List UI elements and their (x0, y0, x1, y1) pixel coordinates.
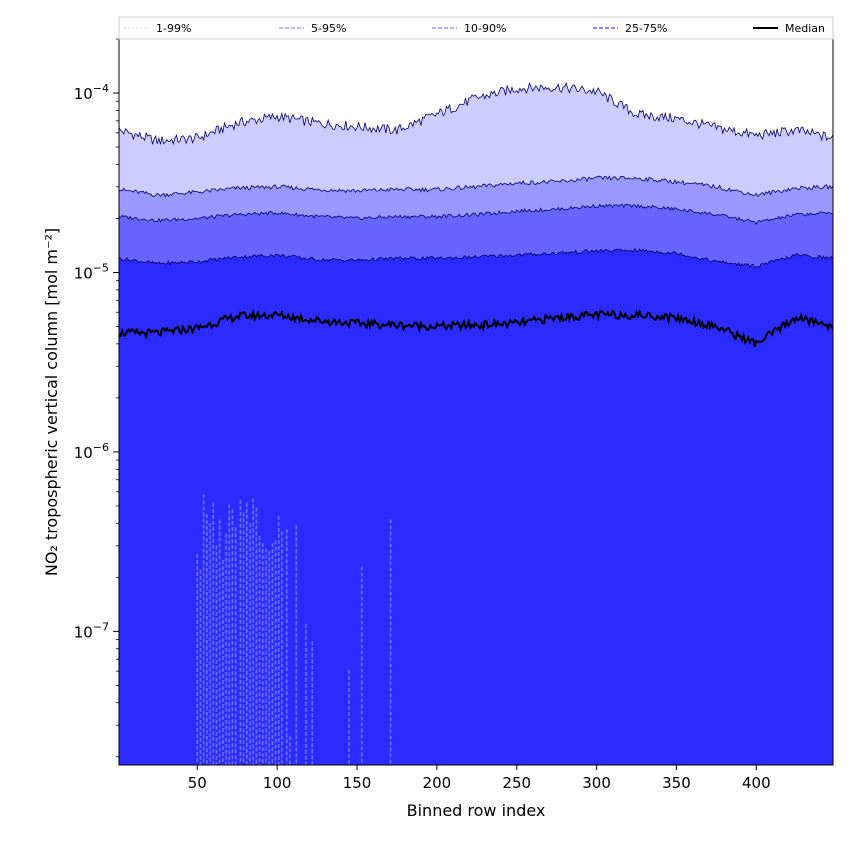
lower-spikes (196, 494, 392, 765)
y-axis-label: NO₂ tropospheric vertical column [mol m⁻… (42, 228, 61, 576)
y-tick-label: 10−6 (74, 441, 109, 462)
x-tick-label: 200 (423, 774, 452, 792)
legend-item-10-90%: 10-90% (432, 22, 506, 35)
x-tick-label: 250 (502, 774, 531, 792)
legend-label: 10-90% (464, 22, 506, 35)
legend-box (118, 16, 834, 40)
y-axis: 10−7 10−6 10−5 10−4 (74, 38, 119, 758)
band-fill-25-75% (119, 248, 833, 765)
x-tick-label: 400 (742, 774, 771, 792)
legend-item-5-95%: 5-95% (279, 22, 346, 35)
band-fills (119, 83, 833, 765)
legend-item-25-75%: 25-75% (593, 22, 667, 35)
band-line-5-95% (119, 175, 833, 198)
y-tick-label: 10−5 (74, 261, 109, 282)
x-tick-label: 50 (188, 774, 207, 792)
legend-item-Median: Median (753, 22, 825, 35)
x-axis-label: Binned row index (407, 801, 546, 820)
legend-item-1-99%: 1-99% (124, 22, 191, 35)
x-tick-label: 300 (582, 774, 611, 792)
median-line (119, 308, 833, 348)
band-line-25-75% (119, 247, 833, 269)
legend-label: Median (785, 22, 825, 35)
y-tick-label: 10−7 (74, 620, 109, 641)
band-line-1-99% (119, 81, 833, 146)
x-tick-label: 100 (263, 774, 292, 792)
band-lines (119, 81, 833, 348)
legend-label: 25-75% (625, 22, 667, 35)
x-tick-label: 350 (662, 774, 691, 792)
legend: 1-99% 5-95% 10-90% 25-75% Median (118, 16, 834, 40)
y-tick-label: 10−4 (74, 82, 109, 103)
band-line-10-90% (119, 203, 833, 225)
legend-label: 1-99% (156, 22, 191, 35)
x-axis: 50 100 150 200 250 300 350 400 (188, 765, 771, 792)
x-tick-label: 150 (343, 774, 372, 792)
legend-label: 5-95% (311, 22, 346, 35)
